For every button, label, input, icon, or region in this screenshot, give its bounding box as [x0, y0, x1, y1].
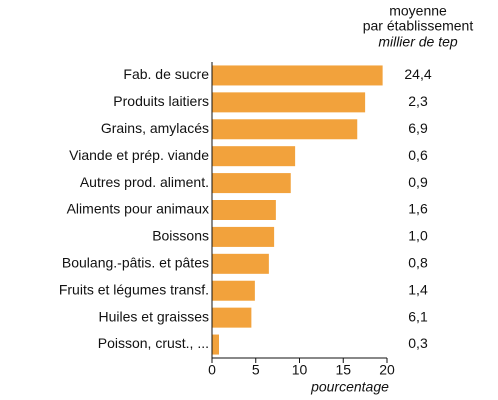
bar [212, 307, 252, 328]
bar [212, 334, 219, 355]
column-value: 1,0 [408, 228, 428, 244]
column-value: 6,9 [408, 120, 428, 136]
x-tick-label: 20 [379, 362, 395, 378]
x-tick-label: 5 [252, 362, 260, 378]
y-tick-label: Boissons [152, 228, 209, 244]
y-tick-label: Aliments pour animaux [67, 201, 209, 217]
bar [212, 173, 291, 194]
column-header: par établissement [363, 18, 474, 34]
bar [212, 200, 276, 220]
column-value: 0,8 [408, 255, 428, 271]
bar [212, 119, 358, 140]
y-tick-label: Autres prod. aliment. [80, 174, 209, 190]
bar [212, 146, 296, 167]
column-value: 24,4 [404, 66, 431, 82]
bar [212, 92, 366, 113]
y-tick-label: Fruits et légumes transf. [59, 281, 209, 297]
bar [212, 280, 255, 301]
column-value: 0,9 [408, 174, 428, 190]
y-tick-label: Huiles et graisses [99, 308, 210, 324]
y-tick-label: Grains, amylacés [101, 120, 209, 136]
x-tick-label: 10 [292, 362, 308, 378]
bar [212, 253, 269, 274]
y-tick-label: Boulang.-pâtis. et pâtes [62, 255, 209, 271]
column-header: moyenne [389, 3, 447, 19]
y-tick-label: Viande et prép. viande [69, 147, 209, 163]
y-tick-label: Produits laitiers [113, 93, 209, 109]
column-value: 6,1 [408, 308, 428, 324]
bar [212, 65, 383, 86]
bar [212, 226, 275, 247]
column-unit: millier de tep [378, 34, 458, 50]
y-tick-label: Poisson, crust., ... [98, 335, 209, 351]
y-tick-label: Fab. de sucre [123, 66, 209, 82]
column-value: 0,6 [408, 147, 428, 163]
column-value: 0,3 [408, 335, 428, 351]
x-tick-label: 15 [335, 362, 351, 378]
column-value: 1,4 [408, 281, 428, 297]
x-tick-label: 0 [208, 362, 216, 378]
column-value: 2,3 [408, 93, 428, 109]
x-axis-label: pourcentage [310, 379, 389, 395]
column-value: 1,6 [408, 201, 428, 217]
